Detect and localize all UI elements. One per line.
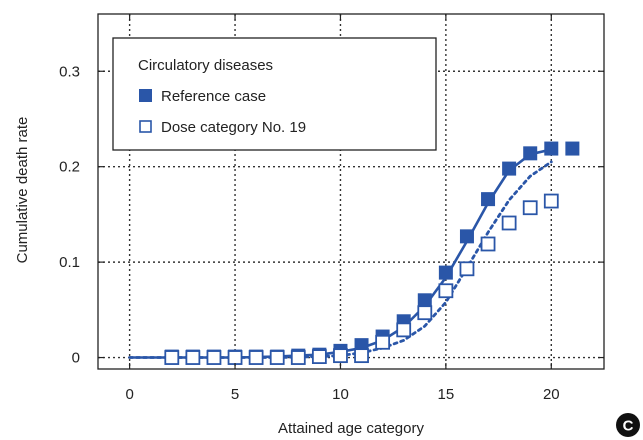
marker-dose-18 [543, 193, 559, 209]
marker-dose-13 [438, 283, 454, 299]
marker-dose-7 [311, 349, 327, 364]
legend-marker-reference [139, 89, 152, 102]
marker-reference-17 [523, 146, 538, 161]
x-tick-label-3: 15 [438, 386, 455, 403]
x-tick-label-4: 20 [543, 386, 560, 403]
y-axis-title: Cumulative death rate [14, 117, 31, 264]
legend-label-reference: Reference case [161, 88, 266, 105]
x-tick-label-0: 0 [125, 386, 133, 403]
marker-reference-19 [565, 141, 580, 156]
marker-reference-13 [438, 265, 453, 280]
y-tick-label-1: 0.1 [59, 254, 80, 271]
legend-label-dose: Dose category No. 19 [161, 119, 306, 136]
marker-dose-5 [269, 350, 285, 365]
marker-reference-12 [417, 293, 432, 308]
y-tick-label-3: 0.3 [59, 63, 80, 80]
marker-dose-6 [290, 350, 306, 365]
marker-dose-9 [354, 348, 369, 364]
marker-dose-14 [459, 261, 475, 277]
marker-dose-17 [522, 200, 538, 216]
panel-badge-circle [616, 413, 640, 437]
x-axis-ticks: 0 5 10 15 20 [125, 14, 560, 403]
y-tick-label-0: 0 [72, 350, 80, 367]
marker-dose-3 [227, 350, 243, 365]
marker-dose-12 [417, 305, 433, 321]
marker-reference-15 [481, 192, 496, 207]
grid [98, 14, 604, 369]
panel-badge-label: C [623, 418, 634, 435]
marker-reference-14 [459, 229, 474, 244]
x-axis-title: Attained age category [278, 420, 424, 437]
marker-dose-16 [501, 215, 517, 231]
data-markers [164, 141, 580, 365]
legend-marker-dose [139, 120, 152, 133]
marker-dose-0 [164, 350, 180, 365]
legend: Circulatory diseases Reference case Dose… [112, 37, 437, 151]
x-tick-label-2: 10 [332, 386, 349, 403]
marker-dose-8 [333, 348, 348, 364]
legend-box [112, 37, 437, 151]
plot-frame [97, 13, 605, 370]
y-axis-ticks: 0 0.1 0.2 0.3 [59, 63, 604, 367]
panel-badge: C [616, 413, 640, 437]
y-tick-label-2: 0.2 [59, 159, 80, 176]
marker-dose-11 [396, 322, 412, 338]
legend-title: Circulatory diseases [138, 57, 273, 74]
marker-dose-1 [185, 350, 201, 365]
marker-dose-10 [375, 334, 391, 350]
marker-reference-16 [502, 161, 517, 176]
x-tick-label-1: 5 [231, 386, 239, 403]
marker-dose-15 [480, 236, 496, 252]
marker-reference-18 [544, 141, 559, 156]
marker-dose-2 [206, 350, 222, 365]
marker-dose-4 [248, 350, 264, 365]
